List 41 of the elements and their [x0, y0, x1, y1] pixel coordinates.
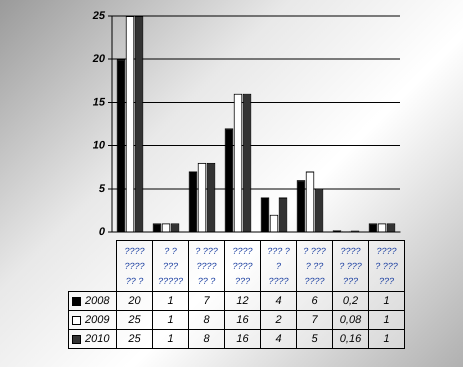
data-label: 25 — [116, 330, 152, 348]
data-label: 1 — [152, 310, 188, 330]
data-label: 1 — [368, 310, 404, 330]
data-label: 7 — [188, 292, 224, 310]
data-label: 25 — [116, 310, 152, 330]
data-label: 16 — [224, 330, 260, 348]
data-label: 6 — [296, 292, 332, 310]
x-tick-label: ???? ? ??? ??? — [332, 240, 368, 292]
data-label: 0,2 — [332, 292, 368, 310]
data-label: 4 — [260, 330, 296, 348]
x-tick-label: ???? ???? ??? — [224, 240, 260, 292]
y-tick-label: 5 — [98, 182, 106, 195]
data-label: 8 — [188, 310, 224, 330]
x-tick-label: ? ??? ???? ?? ? — [188, 240, 224, 292]
y-tick-label: 25 — [92, 10, 106, 22]
legend-label: 2010 — [68, 330, 116, 348]
data-label: 4 — [260, 292, 296, 310]
data-label: 20 — [116, 292, 152, 310]
x-tick-label: ? ??? ? ?? ???? — [296, 240, 332, 292]
legend-label: 2009 — [68, 310, 116, 330]
x-tick-label: ??? ? ? ???? — [260, 240, 296, 292]
data-label: 1 — [368, 330, 404, 348]
y-tick-label: 15 — [92, 96, 106, 108]
x-tick-label: ? ? ??? ????? — [152, 240, 188, 292]
y-tick-label: 20 — [92, 53, 106, 66]
y-tick-label: 10 — [92, 140, 106, 152]
data-label: 2 — [260, 310, 296, 330]
x-tick-label: ???? ???? ?? ? — [116, 240, 152, 292]
data-label: 16 — [224, 310, 260, 330]
data-label: 7 — [296, 310, 332, 330]
data-label: 12 — [224, 292, 260, 310]
data-label: 1 — [368, 292, 404, 310]
data-label: 8 — [188, 330, 224, 348]
data-label: 0,16 — [332, 330, 368, 348]
y-tick-label: 0 — [98, 226, 106, 238]
data-label: 1 — [152, 292, 188, 310]
data-label: 5 — [296, 330, 332, 348]
x-tick-label: ???? ? ??? ??? — [368, 240, 404, 292]
legend-label: 2008 — [68, 292, 116, 310]
data-label: 1 — [152, 330, 188, 348]
data-label: 0,08 — [332, 310, 368, 330]
